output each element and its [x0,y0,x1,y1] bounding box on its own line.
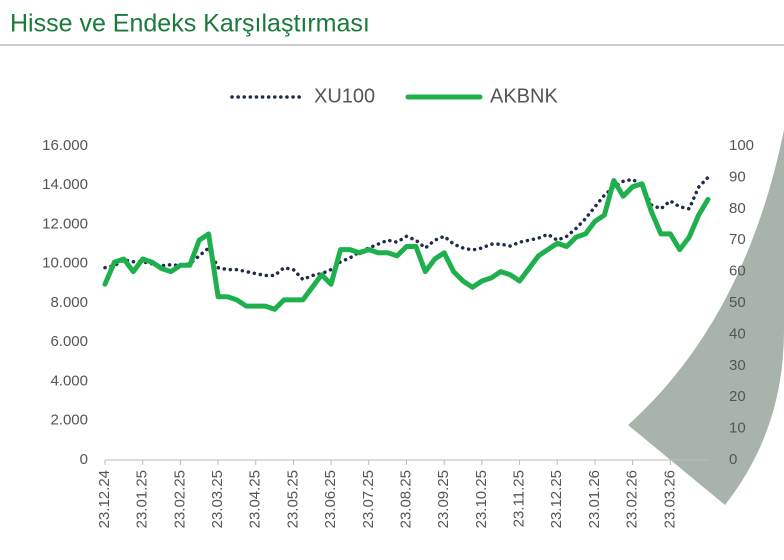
y-tick-label: 16.000 [42,137,88,154]
y-tick-label: 14.000 [42,176,88,193]
y2-tick-label: 70 [729,231,746,248]
x-tick-label: 23.01.26 [586,470,603,528]
legend-label: XU100 [314,85,375,107]
x-tick-label: 23.03.26 [661,470,678,528]
x-tick-label: 23.02.26 [624,470,641,528]
y2-tick-label: 100 [729,137,754,154]
y-tick-label: 10.000 [42,255,88,272]
y2-tick-label: 50 [729,294,746,311]
chart-title: Hisse ve Endeks Karşılaştırması [10,10,370,38]
x-tick-label: 23.03.25 [209,470,226,528]
y-tick-label: 0 [80,451,88,468]
x-tick-label: 23.04.25 [247,470,264,528]
x-tick-label: 23.10.25 [473,470,490,528]
series-line [102,178,711,312]
y-tick-label: 6.000 [50,333,88,350]
y2-tick-label: 0 [729,451,737,468]
y-tick-label: 2.000 [50,412,88,429]
x-tick-label: 23.06.25 [322,470,339,528]
x-tick-label: 23.11.25 [511,470,528,527]
y2-tick-label: 60 [729,263,746,280]
x-tick-label: 23.02.25 [171,470,188,528]
y-tick-label: 4.000 [50,372,88,389]
y2-tick-label: 20 [729,388,746,405]
y2-tick-label: 10 [729,420,746,437]
x-tick-label: 23.12.24 [96,470,113,528]
y2-tick-label: 90 [729,168,746,185]
x-tick-label: 23.08.25 [397,470,414,528]
x-tick-label: 23.09.25 [435,470,452,528]
x-tick-label: 23.07.25 [360,470,377,528]
decoration [628,130,784,505]
x-tick-label: 23.12.25 [548,470,565,528]
x-tick-label: 23.01.25 [134,470,151,528]
x-tick-label: 23.05.25 [284,470,301,528]
y2-tick-label: 40 [729,325,746,342]
y2-tick-label: 30 [729,357,746,374]
y-tick-label: 8.000 [50,294,88,311]
series-line [103,175,710,282]
y-tick-label: 12.000 [42,215,88,232]
legend-label: AKBNK [490,85,558,107]
y2-tick-label: 80 [729,200,746,217]
